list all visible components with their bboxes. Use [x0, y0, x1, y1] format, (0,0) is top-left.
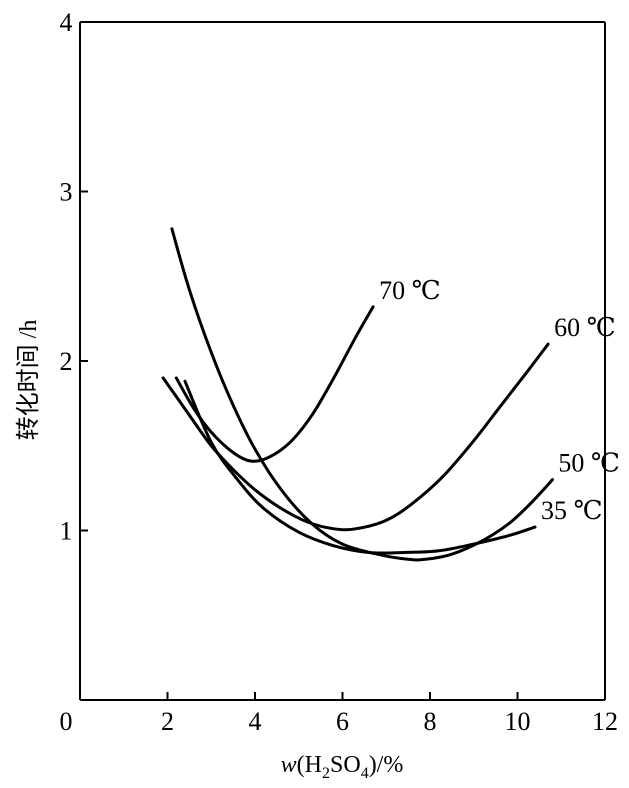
- series-label: 50 ℃: [558, 449, 620, 478]
- y-tick-label: 1: [60, 517, 73, 546]
- x-axis-title: w(H2SO4)/%: [281, 752, 404, 782]
- x-tick-label: 2: [161, 707, 174, 736]
- x-origin-label: 0: [60, 707, 73, 736]
- x-axis-title-open: (H: [297, 752, 322, 778]
- x-tick-label: 4: [249, 707, 262, 736]
- series-line: [161, 342, 550, 532]
- x-tick-label: 6: [336, 707, 349, 736]
- series-curves: [161, 227, 554, 562]
- y-tick-label: 4: [60, 8, 73, 37]
- series-label: 60 ℃: [554, 313, 616, 342]
- series-line: [170, 227, 554, 562]
- x-tick-label: 8: [424, 707, 437, 736]
- y-tick-label: 3: [60, 178, 73, 207]
- series-line: [183, 379, 537, 555]
- series-label: 35 ℃: [541, 496, 603, 525]
- y-tick-label: 2: [60, 347, 73, 376]
- axis-ticks: [80, 21, 606, 700]
- x-tick-label: 10: [505, 707, 531, 736]
- x-axis-title-mid: SO: [330, 752, 361, 778]
- x-axis-title-sub1: 2: [322, 765, 330, 782]
- x-axis-title-prefix: w: [281, 752, 297, 778]
- series-labels: 70 ℃ 60 ℃ 50 ℃ 35 ℃: [379, 276, 620, 525]
- x-tick-label: 12: [592, 707, 618, 736]
- series-line: [174, 305, 375, 463]
- x-axis-title-sub2: 4: [361, 765, 369, 782]
- x-axis-title-suffix: )/%: [369, 752, 404, 778]
- y-axis-title: 转化时间 /h: [15, 320, 42, 441]
- series-label: 70 ℃: [379, 276, 441, 305]
